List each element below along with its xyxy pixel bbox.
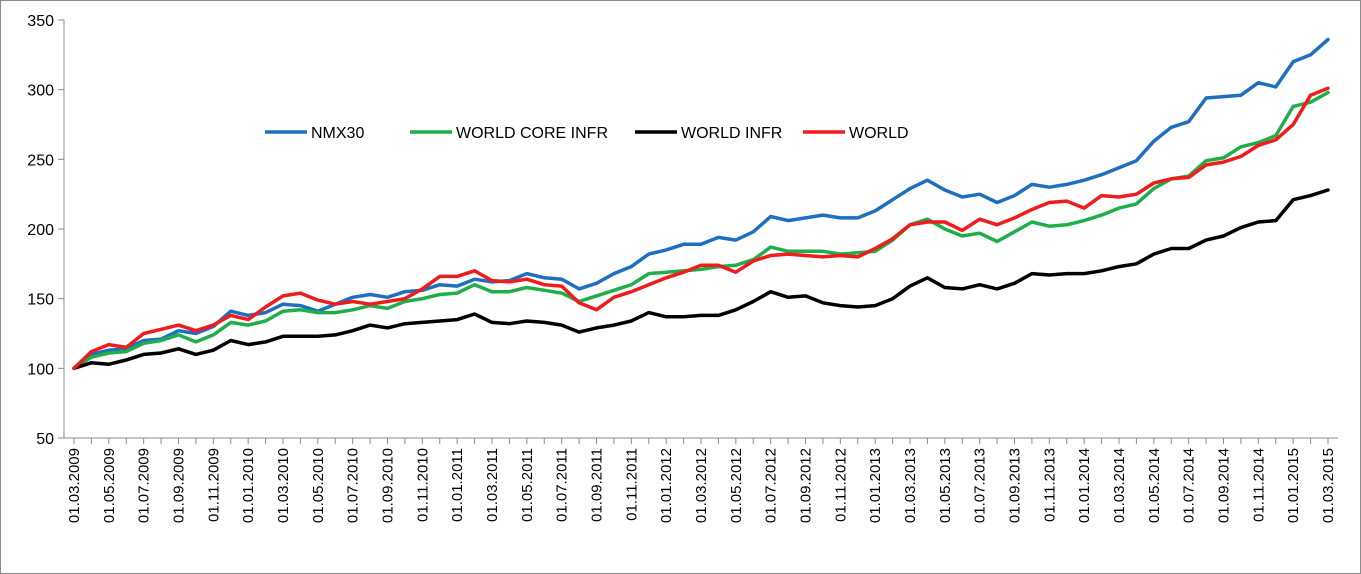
x-tick-label: 01.11.2014	[1250, 448, 1267, 522]
x-tick-label: 01.07.2014	[1181, 448, 1198, 523]
legend-label: NMX30	[311, 125, 364, 142]
x-tick-label: 01.11.2013	[1041, 448, 1058, 522]
legend-label: WORLD INFR	[681, 125, 782, 142]
legend-label: WORLD CORE INFR	[456, 125, 608, 142]
series-line-nmx30	[72, 37, 1330, 371]
x-tick-label: 01.05.2013	[937, 448, 954, 523]
x-tick-label: 01.01.2014	[1076, 448, 1093, 523]
x-tick-label: 01.11.2011	[623, 448, 640, 521]
x-tick-label: 01.07.2013	[972, 448, 989, 523]
x-tick-label: 01.11.2010	[414, 448, 431, 522]
x-tick-label: 01.03.2015	[1320, 448, 1337, 523]
series-line-world-infr	[72, 188, 1330, 371]
x-tick-label: 01.09.2014	[1216, 448, 1233, 523]
y-tick-label: 50	[36, 431, 54, 448]
x-tick-label: 01.05.2011	[519, 448, 536, 522]
x-tick-label: 01.05.2012	[728, 448, 745, 523]
legend: NMX30 WORLD CORE INFR WORLD INFR WORLD	[265, 125, 909, 142]
y-tick-label: 250	[27, 152, 54, 169]
x-tick-label: 01.01.2015	[1285, 448, 1302, 523]
x-tick-label: 01.11.2012	[832, 448, 849, 522]
y-tick-label: 200	[27, 222, 54, 239]
series-line-world	[72, 86, 1330, 371]
x-tick-label: 01.03.2011	[484, 448, 501, 522]
x-tick-label: 01.05.2014	[1146, 448, 1163, 523]
x-tick-label: 01.03.2010	[275, 448, 292, 523]
y-tick-label: 350	[27, 13, 54, 30]
x-tick-label: 01.03.2014	[1111, 448, 1128, 523]
x-tick-label: 01.09.2013	[1007, 448, 1024, 523]
y-tick-label: 100	[27, 361, 54, 378]
series-line-world-core-infr	[72, 90, 1330, 371]
x-tick-label: 01.11.2009	[205, 448, 222, 522]
series-lines	[72, 37, 1330, 371]
y-tick-label: 300	[27, 83, 54, 100]
x-tick-label: 01.07.2012	[763, 448, 780, 523]
y-tick-label: 150	[27, 292, 54, 309]
x-tick-label: 01.09.2012	[798, 448, 815, 523]
x-tick-label: 01.03.2013	[902, 448, 919, 523]
x-tick-label: 01.01.2013	[867, 448, 884, 523]
x-tick-label: 01.09.2010	[380, 448, 397, 523]
x-tick-label: 01.03.2009	[66, 448, 83, 523]
x-tick-label: 01.01.2010	[240, 448, 257, 523]
x-tick-label: 01.03.2012	[693, 448, 710, 523]
legend-label: WORLD	[849, 125, 909, 142]
x-tick-label: 01.05.2009	[101, 448, 118, 523]
x-tick-label: 01.07.2011	[554, 448, 571, 522]
x-tick-label: 01.09.2011	[589, 448, 606, 522]
x-tick-label: 01.05.2010	[310, 448, 327, 523]
x-tick-label: 01.09.2009	[171, 448, 188, 523]
x-tick-label: 01.07.2010	[345, 448, 362, 523]
axes: 50 100 150 200 250 300 350 01.03.2009 01.05.2009…	[27, 13, 1338, 523]
x-tick-label: 01.01.2011	[449, 448, 466, 522]
x-tick-label: 01.07.2009	[136, 448, 153, 523]
x-tick-label: 01.01.2012	[658, 448, 675, 523]
